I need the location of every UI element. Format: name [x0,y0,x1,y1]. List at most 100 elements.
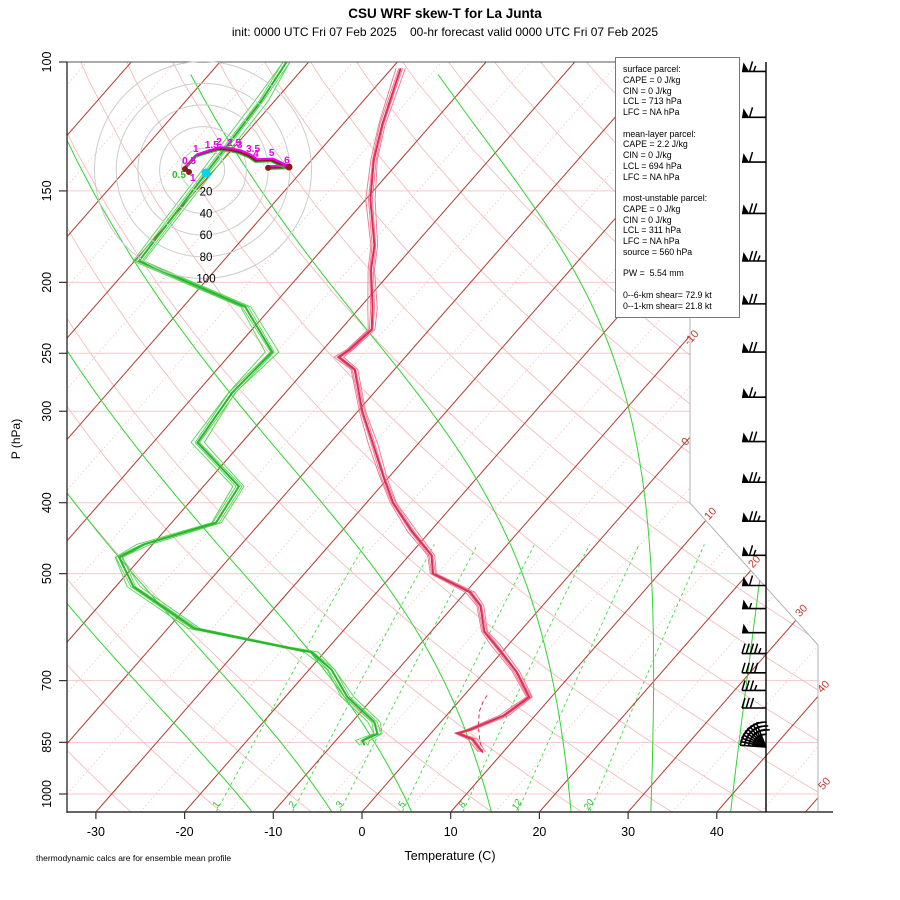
surface-barb-fan [739,721,770,748]
info-line: CAPE = 0 J/kg [623,203,681,214]
wind-barb [742,623,766,634]
hodograph-height-label: 3 [237,140,243,151]
info-line [623,118,736,129]
info-line: CAPE = 0 J/kg [623,74,681,85]
pressure-tick-label: 1000 [40,780,54,808]
info-line: 0--6-km shear= 72.9 kt [623,289,712,300]
pressure-tick-label: 500 [40,563,54,584]
hodograph-ring-label: 100 [196,274,215,286]
hodograph-height-label: 4 [253,149,259,160]
isotherm-edge-label: 50 [816,775,833,792]
wind-barb [742,431,766,443]
hodograph-height-label: 1.5 [205,140,219,151]
info-line [623,182,736,193]
temperature-tick-label: -10 [264,825,282,839]
hodograph-height-label: 6 [284,155,290,166]
dewpoint-trace [114,62,383,746]
pressure-tick-label: 400 [40,492,54,513]
wind-barb-column [739,61,770,812]
temperature-tick-label: 0 [359,825,366,839]
info-line [623,258,736,269]
hodograph-height-label: 3.5 [246,144,260,155]
mixing-ratio-label: 5 [396,799,409,809]
temperature-tick-label: -20 [176,825,194,839]
hodograph-height-label: 0.5 [182,156,196,167]
info-line: CIN = 0 J/kg [623,150,672,160]
info-line: 0--1-km shear= 21.8 kt [623,300,712,311]
info-line: LCL = 694 hPa [623,160,682,171]
info-line: source = 560 hPa [623,246,693,257]
wind-barb [741,680,766,692]
storm-motion-dot [201,168,211,178]
info-line: mean-layer parcel: [623,128,696,139]
info-line: LCL = 311 hPa [623,225,681,236]
hodograph-height-label: 0.5 [172,170,186,181]
info-line: CIN = 0 J/kg [623,85,672,96]
info-line: LCL = 713 hPa [623,96,682,107]
dry-adiabat-lines [67,62,818,812]
wind-barb [742,511,766,523]
info-line: PW = 5.54 mm [623,268,684,279]
pressure-tick-label: 150 [40,180,54,201]
wind-barb [742,107,766,119]
hodograph-ring-label: 20 [200,187,213,199]
isotherm-dotted-lines [67,62,818,812]
x-axis-label: Temperature (C) [404,849,496,863]
wind-barb [742,293,766,305]
parcel-trace [477,695,488,754]
temperature-tick-label: 30 [621,825,635,839]
mixing-ratio-label: 20 [581,797,596,813]
hodograph-ring-label: 40 [200,208,213,220]
pressure-tick-label: 100 [40,52,54,73]
hodograph-ring-label: 60 [200,230,213,242]
mixing-ratio-label: 12 [510,797,525,812]
temperature-tick-label: 10 [444,825,458,839]
info-line: CIN = 0 J/kg [623,214,672,225]
wind-barb [742,471,766,483]
plot-frame [66,61,833,813]
wind-barb [741,697,766,709]
wind-barb [742,61,766,73]
hodograph-height-label: 2.5 [227,138,241,149]
info-line [623,279,736,290]
wind-barb [742,575,766,587]
pressure-tick-label: 250 [40,343,54,364]
temperature-tick-label: 20 [532,825,546,839]
pressure-tick-label: 850 [40,732,54,753]
wind-barb [742,151,766,163]
moist-adiabat-lines [67,74,792,812]
info-line: most-unstable parcel: [623,193,708,203]
mixing-ratio-label: 1 [210,800,222,810]
hodograph-height-label: 1 [190,173,196,184]
info-line: LFC = NA hPa [623,107,680,117]
pressure-tick-label: 300 [40,401,54,422]
mixing-ratio-label: 8 [457,799,470,809]
temperature-axis: -30 -20 -10 0 10 20 30 40 [87,812,724,839]
hodograph-height-label: 2 [216,137,222,148]
wind-barb [742,545,766,557]
info-line: LFC = NA hPa [623,236,680,246]
wind-barb [742,341,766,353]
info-line: surface parcel: [623,64,681,74]
footnote: thermodynamic calcs are for ensemble mea… [36,853,232,863]
init-valid-time: init: 0000 UTC Fri 07 Feb 2025 00-hr for… [231,25,659,39]
pressure-tick-label: 200 [40,272,54,293]
page-title: CSU WRF skew-T for La Junta [348,6,542,21]
wind-barb [742,250,766,262]
parcel-info-box: surface parcel: CAPE = 0 J/kg CIN = 0 J/kg… [615,57,740,319]
wind-barb [741,643,766,655]
hodograph-height-label: 5 [269,148,275,159]
hodograph-ring-label: 80 [200,252,213,264]
mixing-ratio-label: 2 [286,799,299,810]
wind-barb [742,386,766,398]
wind-barb [742,203,766,215]
mixing-ratio-labels: 1 2 3 5 8 12 20 [210,797,596,813]
info-line: CAPE = 2.2 J/kg [623,139,688,150]
hodograph-height-label: 1 [193,144,199,155]
mixing-ratio-lines [216,544,705,812]
mixing-ratio-label: 3 [334,799,347,809]
temperature-trace [333,67,533,753]
